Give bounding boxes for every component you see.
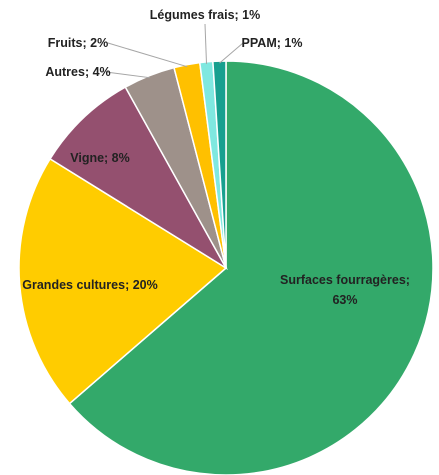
data-label: Grandes cultures; 20%: [22, 278, 158, 292]
pie-slice: [49, 86, 229, 271]
data-label: Surfaces fourragères; 63%: [280, 273, 410, 307]
leader-line: [219, 42, 244, 64]
data-label: Vigne; 8%: [70, 151, 130, 165]
leader-line: [105, 71, 150, 79]
leader-line: [107, 42, 188, 68]
data-label: Fruits; 2%: [47, 36, 109, 50]
data-label: Autres; 4%: [45, 65, 111, 79]
data-label: Légumes frais; 1%: [149, 8, 261, 22]
leader-line: [204, 23, 208, 64]
pie-slice: [212, 60, 227, 269]
pie-slice: [68, 60, 434, 475]
data-label: PPAM; 1%: [241, 36, 303, 50]
pie-slice: [18, 157, 228, 405]
